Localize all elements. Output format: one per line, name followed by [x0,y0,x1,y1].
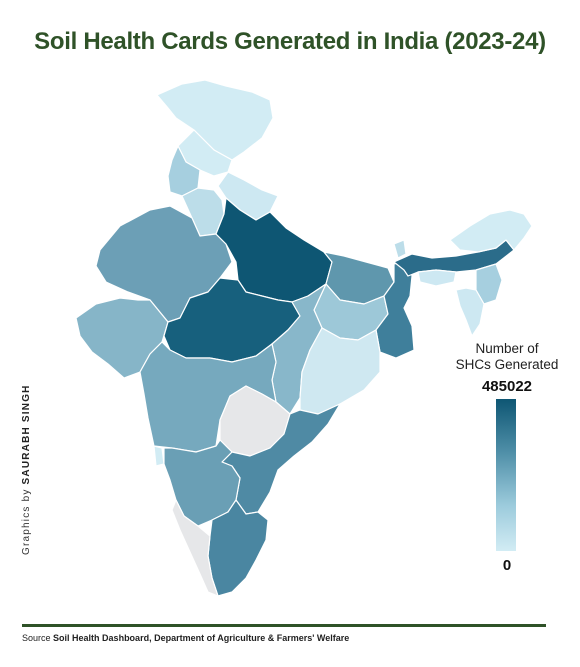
region-west-bengal[interactable] [375,259,415,359]
graphics-credit: Graphics by SAURABH SINGH [21,384,32,555]
region-meghalaya[interactable] [417,269,457,287]
credit-author: SAURABH SINGH [21,384,32,485]
region-goa[interactable] [153,445,165,467]
region-sikkim[interactable] [393,239,407,259]
region-jammu-kashmir[interactable] [156,79,274,161]
source-prefix: Source [22,633,51,643]
legend-title-line2: SHCs Generated [455,357,559,372]
source-note: Source Soil Health Dashboard, Department… [22,633,349,643]
source-text: Soil Health Dashboard, Department of Agr… [53,633,350,643]
map-title: Soil Health Cards Generated in India (20… [34,28,546,55]
legend-gradient-bar [496,399,516,551]
region-kerala[interactable] [171,499,219,597]
region-arunachal-pradesh[interactable] [449,209,533,253]
credit-prefix: Graphics by [21,488,32,555]
legend-title-line1: Number of [475,341,539,356]
region-odisha[interactable] [299,327,381,415]
legend-max-label: 485022 [481,378,533,395]
legend-min-label: 0 [502,557,512,574]
legend-title: Number of SHCs Generated [442,341,572,373]
region-karnataka[interactable] [163,439,241,527]
footer-divider [22,624,546,627]
region-chhattisgarh[interactable] [271,283,327,415]
region-mizoram-tripura[interactable] [455,287,485,337]
